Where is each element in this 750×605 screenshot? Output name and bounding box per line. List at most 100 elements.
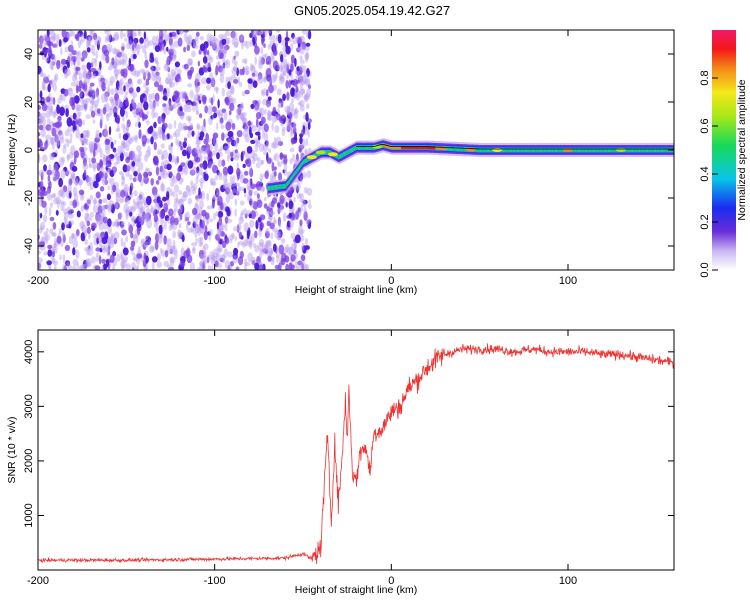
noise-speck [222,39,227,45]
noise-speck [105,139,110,146]
noise-speck [215,65,218,75]
noise-speck [123,134,129,141]
noise-speck [208,265,211,274]
noise-speck [54,238,57,246]
noise-speck [268,148,271,152]
noise-speck [90,27,93,35]
noise-speck [177,140,180,147]
noise-speck [174,120,177,129]
noise-speck [184,138,187,142]
noise-speck [264,109,266,115]
noise-speck [144,31,146,39]
noise-speck [65,245,70,251]
noise-speck [271,200,275,207]
noise-speck [59,131,64,140]
noise-speck [188,58,193,64]
noise-speck [99,199,102,204]
noise-speck [187,255,193,264]
noise-speck [163,96,168,101]
noise-speck [71,97,75,105]
noise-speck [232,56,236,64]
noise-speck [225,237,229,245]
noise-speck [282,129,286,136]
noise-speck [53,110,56,117]
noise-speck [65,130,70,137]
noise-speck [243,164,246,168]
x-tick-label: -100 [204,275,226,287]
noise-speck [172,231,176,239]
noise-speck [45,134,51,140]
noise-speck [115,128,120,132]
noise-speck [143,101,148,110]
noise-speck [192,248,196,254]
noise-speck [237,51,240,57]
noise-speck [62,146,66,154]
noise-speck [247,146,253,154]
noise-speck [93,165,96,172]
noise-speck [234,155,239,161]
noise-speck [272,162,275,172]
noise-speck [245,125,249,132]
noise-speck [164,64,169,71]
noise-speck [91,223,97,230]
noise-speck [206,78,211,84]
noise-speck [183,141,187,148]
noise-speck [302,172,307,179]
noise-speck [205,212,210,219]
noise-speck [196,123,199,130]
noise-speck [47,75,50,79]
noise-speck [131,205,136,210]
noise-speck [65,108,69,117]
noise-speck [196,111,199,116]
noise-speck [146,196,152,206]
noise-speck [52,248,55,256]
noise-speck [130,103,133,111]
noise-speck [121,265,124,274]
noise-speck [249,213,252,218]
noise-speck [86,130,89,138]
noise-speck [49,153,54,161]
noise-speck [150,52,154,59]
noise-speck [203,56,208,64]
noise-speck [253,80,258,88]
noise-speck [138,247,142,253]
noise-speck [306,219,310,224]
noise-speck [72,265,77,272]
noise-speck [187,83,192,87]
noise-speck [120,30,124,39]
noise-speck [89,161,91,167]
signal-peak [328,152,338,156]
noise-speck [154,112,158,118]
noise-speck [131,216,137,221]
noise-speck [91,157,96,163]
noise-speck [46,96,50,102]
noise-speck [182,150,187,157]
noise-speck [305,93,310,99]
noise-speck [42,73,46,79]
noise-speck [161,161,164,168]
noise-speck [93,120,96,124]
noise-speck [106,155,112,164]
noise-speck [57,98,62,104]
noise-speck [53,164,58,172]
noise-speck [134,176,138,182]
noise-speck [84,203,87,209]
noise-speck [154,142,157,151]
noise-speck [124,152,129,158]
noise-speck [274,137,277,145]
noise-speck [139,195,142,201]
noise-speck [306,170,311,178]
noise-speck [74,177,79,186]
noise-speck [84,103,88,112]
noise-speck [308,204,312,209]
noise-speck [74,156,77,165]
noise-speck [278,101,281,108]
noise-speck [217,263,222,268]
noise-speck [65,138,69,143]
noise-speck [139,69,145,73]
noise-speck [289,213,292,218]
noise-speck [97,108,101,114]
noise-speck [204,155,207,160]
noise-speck [147,146,151,156]
noise-speck [290,219,294,227]
